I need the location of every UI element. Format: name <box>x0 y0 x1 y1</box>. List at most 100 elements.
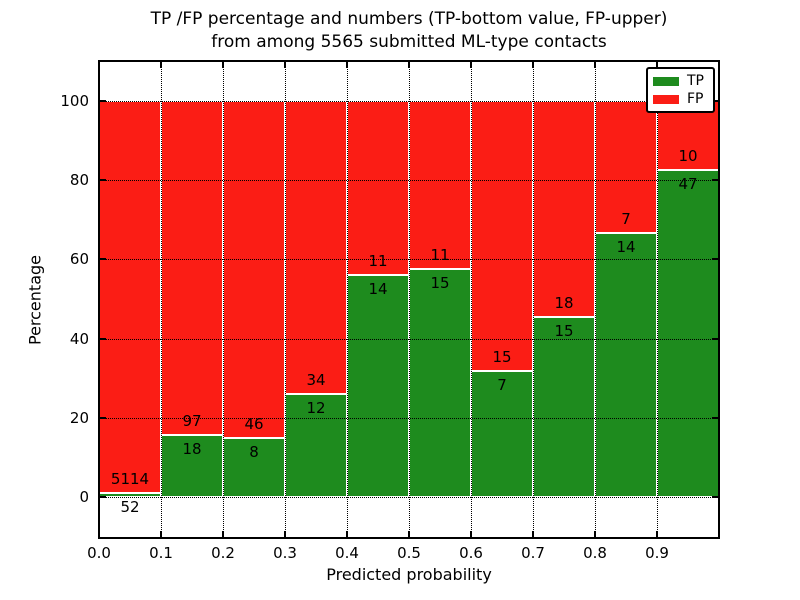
gridline-x-0.4 <box>347 61 348 538</box>
xtick-bottom-0.0 <box>98 531 100 538</box>
xtick-top-0.1 <box>160 61 162 68</box>
ytick-right-80 <box>712 179 719 182</box>
ytick-label-0: 0 <box>79 488 89 506</box>
tp-count-label-0.7: 15 <box>554 322 574 340</box>
xtick-label-0.4: 0.4 <box>335 544 359 562</box>
chart-title-line1: TP /FP percentage and numbers (TP-bottom… <box>150 9 668 29</box>
xtick-top-0.2 <box>222 61 224 68</box>
ytick-right-20 <box>712 416 719 419</box>
xtick-label-0.8: 0.8 <box>583 544 607 562</box>
xtick-top-0.3 <box>284 61 286 68</box>
legend-entry-fp: FP <box>648 92 713 106</box>
chart-title-line2: from among 5565 submitted ML-type contac… <box>211 32 607 52</box>
fp-count-label-0.5: 11 <box>430 245 450 264</box>
fp-count-label-0.9: 10 <box>678 147 698 166</box>
xtick-label-0.3: 0.3 <box>273 544 297 562</box>
fp-count-label-0.2: 46 <box>244 415 264 434</box>
xtick-bottom-0.1 <box>160 531 162 538</box>
fp-count-label-0.4: 11 <box>368 252 388 271</box>
xtick-bottom-0.5 <box>408 531 410 538</box>
xtick-label-0.9: 0.9 <box>645 544 669 562</box>
legend-label-tp: TP <box>687 73 704 89</box>
bar-tp-0.9 <box>657 170 719 497</box>
legend: TP FP <box>646 67 715 113</box>
ytick-left-40 <box>99 337 106 340</box>
tp-count-label-0.5: 15 <box>430 273 450 292</box>
tp-count-label-0.0: 52 <box>120 498 140 516</box>
xtick-top-0.5 <box>408 61 410 68</box>
xtick-bottom-0.3 <box>284 531 286 538</box>
tp-count-label-0.3: 12 <box>306 398 326 417</box>
xtick-label-0.1: 0.1 <box>149 544 173 562</box>
bar-tp-0.5 <box>409 268 471 497</box>
xtick-top-0.9 <box>656 61 658 68</box>
ytick-left-80 <box>99 179 106 182</box>
bar-tp-0.2 <box>223 438 285 497</box>
fp-count-label-0.7: 18 <box>554 294 574 312</box>
tp-count-label-0.8: 14 <box>616 238 636 256</box>
plot-area: 5114 52 97 18 46 8 34 12 11 14 11 15 15 7 18 15 7 14 10 47 <box>98 60 720 539</box>
fp-count-label-0.1: 97 <box>182 412 202 431</box>
xtick-top-0.0 <box>98 61 100 68</box>
tp-color-swatch <box>653 76 679 86</box>
xtick-bottom-0.4 <box>346 531 348 538</box>
fp-count-label-0.0: 5114 <box>110 470 150 488</box>
x-axis-label: Predicted probability <box>326 565 492 584</box>
ytick-right-0 <box>712 496 719 498</box>
chart-title: TP /FP percentage and numbers (TP-bottom… <box>99 8 719 54</box>
ytick-right-60 <box>712 258 719 261</box>
ytick-left-60 <box>99 258 106 261</box>
bar-fp-0.1 <box>161 101 223 436</box>
bar-tp-0.8 <box>595 233 657 497</box>
gridline-x-0.2 <box>223 61 224 538</box>
xtick-label-0.5: 0.5 <box>397 544 421 562</box>
ytick-left-100 <box>99 100 106 102</box>
bar-fp-0.6 <box>471 101 533 371</box>
bar-fp-0.3 <box>285 101 347 394</box>
xtick-label-0.0: 0.0 <box>87 544 111 562</box>
ytick-label-60: 60 <box>69 250 89 269</box>
xtick-label-0.6: 0.6 <box>459 544 483 562</box>
xtick-bottom-0.7 <box>532 531 534 538</box>
ytick-left-20 <box>99 416 106 419</box>
bar-tp-0.7 <box>533 317 595 497</box>
bar-tp-0.3 <box>285 393 347 497</box>
bar-tp-0.4 <box>347 275 409 497</box>
xtick-top-0.4 <box>346 61 348 68</box>
fp-count-label-0.6: 15 <box>492 348 512 366</box>
bar-fp-0.2 <box>223 101 285 439</box>
xtick-label-0.7: 0.7 <box>521 544 545 562</box>
ytick-label-80: 80 <box>69 171 89 190</box>
gridline-x-0.5 <box>409 61 410 538</box>
xtick-bottom-0.8 <box>594 531 596 538</box>
xtick-bottom-0.9 <box>656 531 658 538</box>
legend-entry-tp: TP <box>648 74 713 88</box>
ytick-right-100 <box>712 100 719 102</box>
xtick-label-0.2: 0.2 <box>211 544 235 562</box>
bar-tp-0.1 <box>161 435 223 497</box>
tp-count-label-0.1: 18 <box>182 440 202 459</box>
gridline-x-0.1 <box>161 61 162 538</box>
gridline-x-0.3 <box>285 61 286 538</box>
tp-count-label-0.6: 7 <box>497 376 507 394</box>
ytick-label-100: 100 <box>60 92 89 110</box>
bar-fp-0.4 <box>347 101 409 276</box>
fp-color-swatch <box>653 94 679 104</box>
tp-count-label-0.2: 8 <box>249 443 259 462</box>
gridline-x-0.7 <box>533 61 534 538</box>
ytick-right-40 <box>712 337 719 340</box>
ytick-label-20: 20 <box>69 408 89 427</box>
ytick-label-40: 40 <box>69 329 89 348</box>
fp-count-label-0.8: 7 <box>621 210 631 228</box>
tp-count-label-0.4: 14 <box>368 280 388 299</box>
gridline-x-0.8 <box>595 61 596 538</box>
xtick-top-0.8 <box>594 61 596 68</box>
legend-label-fp: FP <box>687 91 704 107</box>
xtick-top-0.6 <box>470 61 472 68</box>
bar-fp-0.7 <box>533 101 595 317</box>
fp-count-label-0.3: 34 <box>306 370 326 389</box>
xtick-bottom-0.2 <box>222 531 224 538</box>
bar-fp-0.5 <box>409 101 471 269</box>
xtick-bottom-0.6 <box>470 531 472 538</box>
